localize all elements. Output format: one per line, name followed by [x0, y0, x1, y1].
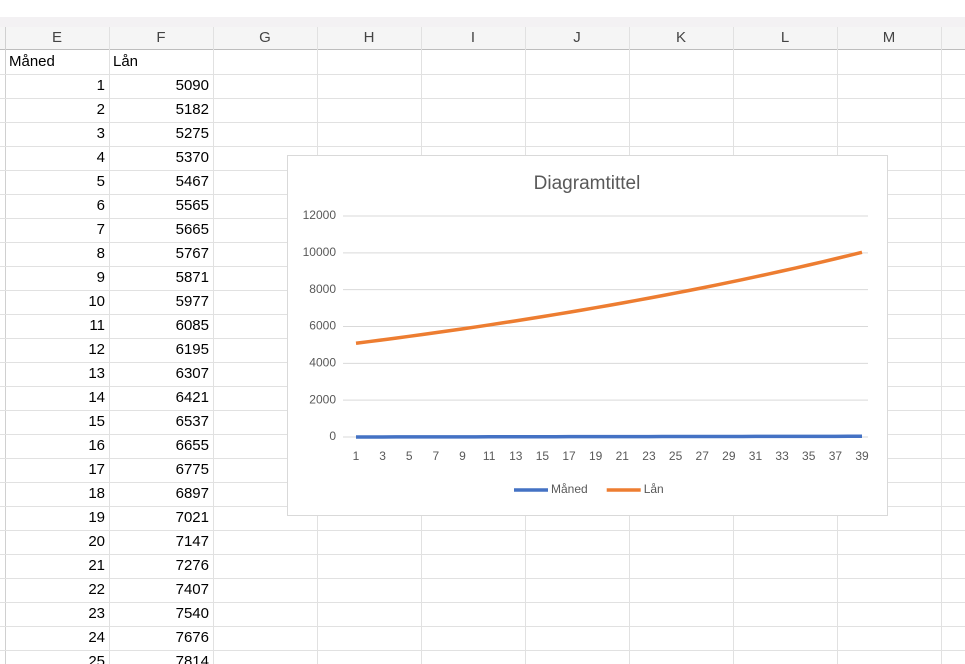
x-tick-label: 3 [379, 449, 386, 463]
cell: 6421 [176, 389, 209, 406]
column-header: M [883, 29, 896, 46]
cell: 7276 [176, 557, 209, 574]
legend-label: Måned [551, 482, 588, 496]
y-tick-label: 2000 [309, 392, 336, 406]
x-tick-label: 1 [353, 449, 360, 463]
cell: 6897 [176, 485, 209, 502]
x-tick-label: 35 [802, 449, 816, 463]
cell: 5275 [176, 125, 209, 142]
column-header: G [259, 29, 271, 46]
column-header-bar [0, 27, 965, 50]
x-tick-label: 7 [433, 449, 440, 463]
x-tick-label: 19 [589, 449, 603, 463]
y-tick-label: 12000 [303, 208, 337, 222]
cell: 1 [97, 77, 105, 94]
header-cell: Lån [113, 53, 138, 70]
y-tick-label: 6000 [309, 319, 336, 333]
cell: 6775 [176, 461, 209, 478]
x-tick-label: 21 [616, 449, 630, 463]
cell: 7814 [176, 653, 209, 664]
x-tick-label: 9 [459, 449, 466, 463]
cell: 11 [89, 317, 105, 334]
cell: 24 [88, 629, 105, 646]
cell: 7147 [176, 533, 209, 550]
column-header: L [781, 29, 789, 46]
cell: 15 [88, 413, 105, 430]
x-tick-label: 5 [406, 449, 413, 463]
cell: 5767 [176, 245, 209, 262]
cell: 6 [97, 197, 105, 214]
x-tick-label: 17 [562, 449, 576, 463]
x-tick-label: 25 [669, 449, 683, 463]
cell: 7676 [176, 629, 209, 646]
header-cell: Måned [9, 53, 55, 70]
cell: 5665 [176, 221, 209, 238]
cell: 23 [88, 605, 105, 622]
cell: 5 [97, 173, 105, 190]
cell: 5871 [176, 269, 209, 286]
chart-area [288, 156, 888, 516]
y-tick-label: 10000 [303, 245, 337, 259]
y-tick-label: 4000 [309, 356, 336, 370]
cell: 6085 [176, 317, 209, 334]
cell: 17 [88, 461, 105, 478]
cell: 5090 [176, 77, 209, 94]
chart: Diagramtittel 0 2000 4000 6000 8000 10000 12000… [288, 156, 888, 516]
cell: 13 [88, 365, 105, 382]
cell: 5370 [176, 149, 209, 166]
cell: 14 [88, 389, 105, 406]
column-header: E [52, 29, 62, 46]
column-header: J [573, 29, 581, 46]
cell: 5182 [176, 101, 209, 118]
chart-title: Diagramtittel [534, 173, 641, 194]
cell: 16 [88, 437, 105, 454]
cell: 6195 [176, 341, 209, 358]
cell: 18 [88, 485, 105, 502]
cell: 21 [88, 557, 105, 574]
cell: 20 [88, 533, 105, 550]
cell: 10 [88, 293, 105, 310]
cell: 8 [97, 245, 105, 262]
cell: 6307 [176, 365, 209, 382]
cell: 25 [88, 653, 105, 664]
cell: 6537 [176, 413, 209, 430]
column-header: I [471, 29, 475, 46]
cell: 19 [88, 509, 105, 526]
cell: 3 [97, 125, 105, 142]
x-tick-label: 23 [642, 449, 656, 463]
x-tick-label: 13 [509, 449, 523, 463]
x-tick-label: 27 [696, 449, 710, 463]
cell: 7407 [176, 581, 209, 598]
x-tick-label: 11 [483, 449, 496, 463]
cell: 4 [97, 149, 105, 166]
cell: 7021 [176, 509, 209, 526]
x-tick-label: 39 [855, 449, 869, 463]
column-header: K [676, 29, 686, 46]
x-tick-label: 31 [749, 449, 763, 463]
x-tick-label: 15 [536, 449, 550, 463]
cell: 12 [88, 341, 105, 358]
toolbar-edge [0, 17, 965, 27]
cell: 5977 [176, 293, 209, 310]
column-header: H [364, 29, 375, 46]
x-tick-label: 29 [722, 449, 736, 463]
column-header: F [156, 29, 165, 46]
cell: 7540 [176, 605, 209, 622]
cell: 22 [88, 581, 105, 598]
x-tick-label: 33 [775, 449, 789, 463]
cell: 5565 [176, 197, 209, 214]
cell: 6655 [176, 437, 209, 454]
cell: 5467 [176, 173, 209, 190]
y-tick-label: 0 [329, 429, 336, 443]
cell: 2 [97, 101, 105, 118]
cell: 7 [97, 221, 105, 238]
x-tick-label: 37 [829, 449, 843, 463]
y-tick-label: 8000 [309, 282, 336, 296]
line-series [356, 436, 862, 437]
legend-label: Lån [644, 482, 664, 496]
cell: 9 [97, 269, 105, 286]
